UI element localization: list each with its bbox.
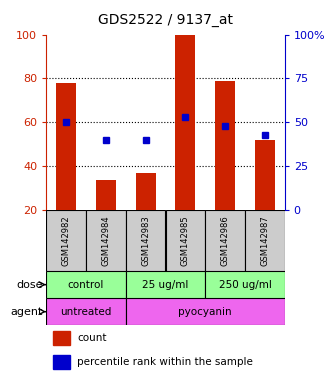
- Text: GSM142985: GSM142985: [181, 215, 190, 266]
- Text: untreated: untreated: [60, 307, 112, 317]
- Bar: [126, 298, 285, 325]
- Bar: [86, 210, 126, 271]
- Bar: [166, 210, 205, 271]
- Text: 25 ug/ml: 25 ug/ml: [142, 280, 189, 290]
- Text: percentile rank within the sample: percentile rank within the sample: [77, 357, 253, 367]
- Bar: [126, 210, 166, 271]
- Text: control: control: [68, 280, 104, 290]
- Text: GSM142983: GSM142983: [141, 215, 150, 266]
- Bar: [54, 331, 70, 345]
- Bar: [126, 271, 205, 298]
- Text: GSM142986: GSM142986: [220, 215, 230, 266]
- Bar: [245, 210, 285, 271]
- Text: count: count: [77, 333, 107, 343]
- Bar: [205, 271, 285, 298]
- Bar: [46, 210, 86, 271]
- Text: GSM142982: GSM142982: [62, 215, 71, 266]
- Text: GSM142987: GSM142987: [260, 215, 269, 266]
- Text: agent: agent: [11, 307, 43, 317]
- Bar: [205, 210, 245, 271]
- Bar: [46, 271, 126, 298]
- Text: GDS2522 / 9137_at: GDS2522 / 9137_at: [98, 13, 233, 27]
- Text: 250 ug/ml: 250 ug/ml: [218, 280, 271, 290]
- Text: GSM142984: GSM142984: [101, 215, 111, 266]
- Text: dose: dose: [17, 280, 43, 290]
- Bar: [255, 140, 275, 210]
- Bar: [46, 298, 126, 325]
- Bar: [96, 180, 116, 210]
- Text: pyocyanin: pyocyanin: [178, 307, 232, 317]
- Bar: [215, 81, 235, 210]
- Bar: [136, 173, 156, 210]
- Bar: [175, 35, 195, 210]
- Bar: [56, 83, 76, 210]
- Bar: [54, 354, 70, 369]
